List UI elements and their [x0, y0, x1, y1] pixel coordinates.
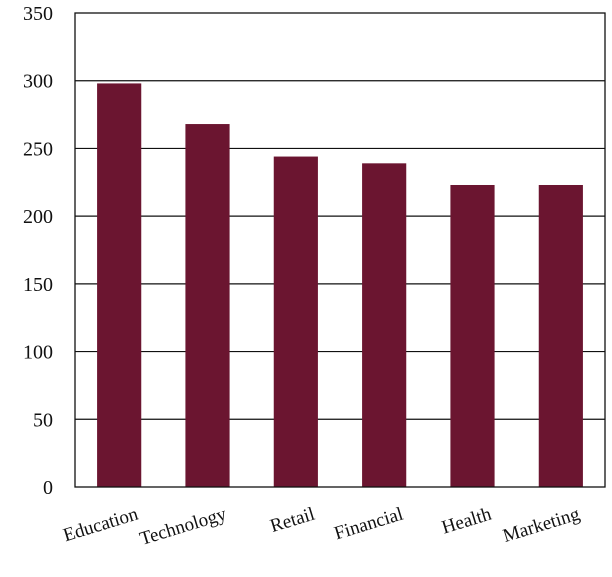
- y-tick-label-250: 250: [23, 138, 53, 160]
- bars: [97, 83, 583, 488]
- bar-retail: [273, 156, 318, 487]
- y-tick-label-300: 300: [23, 71, 53, 93]
- y-tick-label-200: 200: [23, 206, 53, 228]
- x-tick-label-retail: Retail: [268, 504, 318, 537]
- x-tick-label-financial: Financial: [332, 504, 406, 545]
- plot-frame: [74, 12, 606, 488]
- y-axis-tick-labels: 0 50 100 150 200 250 300 350: [23, 3, 53, 499]
- y-tick-label-0: 0: [43, 477, 53, 499]
- bar-education: [97, 83, 142, 488]
- gridlines: [75, 80, 605, 420]
- y-tick-label-150: 150: [23, 274, 53, 296]
- y-tick-label-100: 100: [23, 342, 53, 364]
- x-tick-label-technology: Technology: [137, 504, 229, 550]
- x-tick-label-health: Health: [439, 504, 494, 539]
- x-tick-label-education: Education: [61, 504, 141, 547]
- y-tick-label-50: 50: [33, 409, 53, 431]
- bar-technology: [185, 124, 230, 488]
- x-tick-label-marketing: Marketing: [500, 504, 582, 547]
- bar-financial: [362, 163, 407, 487]
- bar-health: [450, 184, 495, 487]
- y-tick-label-350: 350: [23, 3, 53, 25]
- bar-marketing: [538, 184, 583, 487]
